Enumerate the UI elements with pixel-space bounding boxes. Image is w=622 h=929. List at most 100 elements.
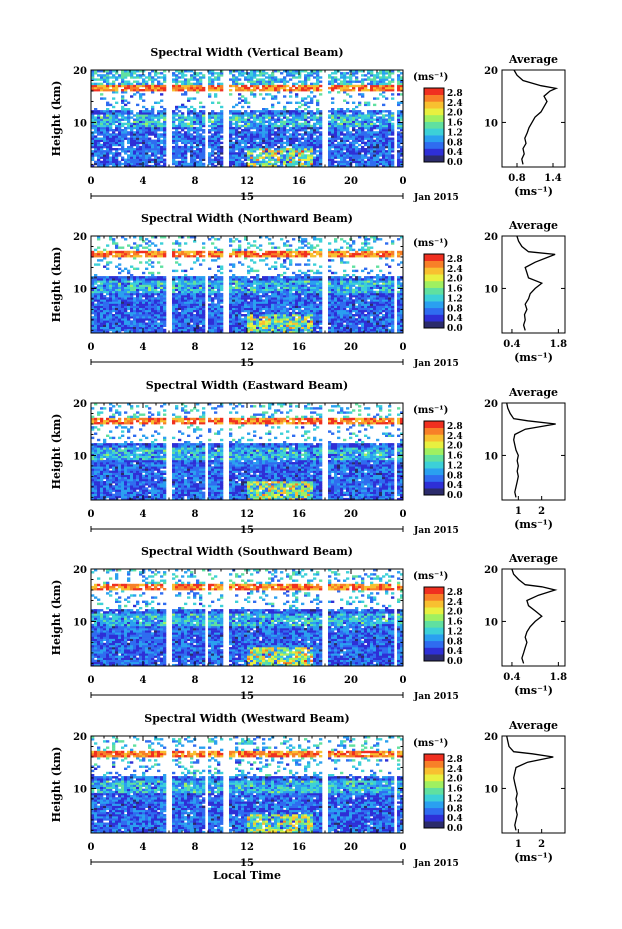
- heatmap-cell: [253, 309, 257, 313]
- heatmap-cell: [262, 126, 266, 130]
- heatmap-cell: [211, 122, 215, 126]
- heatmap-cell: [286, 131, 290, 134]
- heatmap-cell: [148, 280, 152, 283]
- heatmap-cell: [343, 164, 347, 168]
- heatmap-cell: [157, 280, 161, 283]
- heatmap-cell: [109, 286, 113, 289]
- heatmap-cell: [199, 158, 203, 161]
- heatmap-cell: [337, 84, 341, 88]
- heatmap-cell: [220, 284, 224, 287]
- heatmap-cell: [232, 78, 236, 81]
- heatmap-cell: [262, 135, 266, 138]
- heatmap-cell: [196, 297, 200, 300]
- heatmap-cell: [208, 320, 212, 323]
- heatmap-cell: [349, 156, 353, 159]
- heatmap-cell: [244, 139, 248, 142]
- heatmap-cell: [97, 122, 101, 126]
- heatmap-cell: [118, 162, 122, 166]
- heatmap-cell: [211, 301, 215, 304]
- heatmap-cell: [247, 129, 251, 132]
- heatmap-cell: [136, 82, 140, 86]
- heatmap-cell: [148, 282, 152, 285]
- heatmap-cell: [199, 101, 203, 104]
- heatmap-cell: [112, 70, 116, 73]
- heatmap-cell: [112, 89, 116, 92]
- heatmap-cell: [193, 284, 197, 287]
- heatmap-cell: [265, 162, 269, 166]
- heatmap-cell: [232, 162, 236, 166]
- heatmap-cell: [283, 126, 287, 130]
- heatmap-cell: [181, 74, 185, 77]
- heatmap-cell: [265, 156, 269, 159]
- heatmap-cell: [256, 124, 260, 128]
- heatmap-cell: [292, 148, 296, 151]
- heatmap-cell: [106, 152, 110, 155]
- heatmap-cell: [298, 160, 302, 164]
- heatmap-cell: [118, 314, 122, 317]
- heatmap-cell: [310, 150, 314, 153]
- heatmap-cell: [379, 160, 383, 164]
- heatmap-cell: [115, 160, 119, 164]
- average-x-tick-label: 1.4: [544, 173, 561, 184]
- heatmap-cell: [115, 110, 119, 113]
- heatmap-cell: [370, 120, 374, 123]
- heatmap-cell: [148, 328, 152, 332]
- heatmap-cell: [301, 82, 305, 86]
- heatmap-cell: [97, 124, 101, 128]
- heatmap-cell: [121, 97, 125, 100]
- heatmap-cell: [391, 143, 395, 147]
- heatmap-cell: [232, 318, 236, 321]
- heatmap-cell: [163, 282, 167, 285]
- heatmap-cell: [244, 133, 248, 136]
- heatmap-cell: [133, 160, 137, 164]
- heatmap-cell: [163, 122, 167, 126]
- heatmap-cell: [190, 120, 194, 123]
- heatmap-cell: [196, 91, 200, 94]
- heatmap-cell: [178, 145, 182, 149]
- heatmap-cell: [343, 154, 347, 157]
- heatmap-cell: [229, 112, 233, 115]
- heatmap-cell: [349, 148, 353, 151]
- heatmap-cell: [280, 78, 284, 81]
- heatmap-cell: [94, 70, 98, 73]
- heatmap-cell: [172, 282, 176, 285]
- heatmap-cell: [202, 76, 206, 79]
- heatmap-cell: [112, 82, 116, 86]
- heatmap-cell: [109, 322, 113, 325]
- heatmap-cell: [280, 152, 284, 155]
- heatmap-cell: [379, 145, 383, 149]
- heatmap-cell: [214, 246, 218, 249]
- heatmap-cell: [319, 116, 323, 119]
- heatmap-cell: [163, 320, 167, 323]
- heatmap-cell: [196, 330, 200, 334]
- heatmap-cell: [208, 145, 212, 149]
- heatmap-cell: [376, 139, 380, 142]
- heatmap-cell: [100, 148, 104, 151]
- heatmap-cell: [211, 137, 215, 140]
- heatmap-cell: [256, 122, 260, 126]
- x-tick-label: 0: [400, 176, 407, 187]
- heatmap-cell: [244, 314, 248, 317]
- heatmap-cell: [106, 309, 110, 313]
- heatmap-cell: [247, 314, 251, 317]
- heatmap-cell: [184, 143, 188, 147]
- heatmap-cell: [244, 303, 248, 306]
- heatmap-cell: [262, 324, 266, 327]
- heatmap-cell: [124, 126, 128, 130]
- heatmap-cell: [181, 141, 185, 145]
- heatmap-cell: [292, 160, 296, 164]
- heatmap-cell: [199, 318, 203, 321]
- heatmap-cell: [124, 99, 128, 102]
- heatmap-cell: [340, 89, 344, 92]
- heatmap-cell: [106, 154, 110, 157]
- heatmap-cell: [145, 150, 149, 153]
- heatmap-cell: [112, 324, 116, 327]
- heatmap-cell: [136, 160, 140, 164]
- heatmap-cell: [343, 72, 347, 75]
- heatmap-cell: [280, 122, 284, 126]
- heatmap-cell: [181, 137, 185, 140]
- heatmap-cell: [106, 267, 110, 270]
- heatmap-cell: [241, 290, 245, 294]
- heatmap-cell: [181, 150, 185, 153]
- heatmap-cell: [100, 326, 104, 330]
